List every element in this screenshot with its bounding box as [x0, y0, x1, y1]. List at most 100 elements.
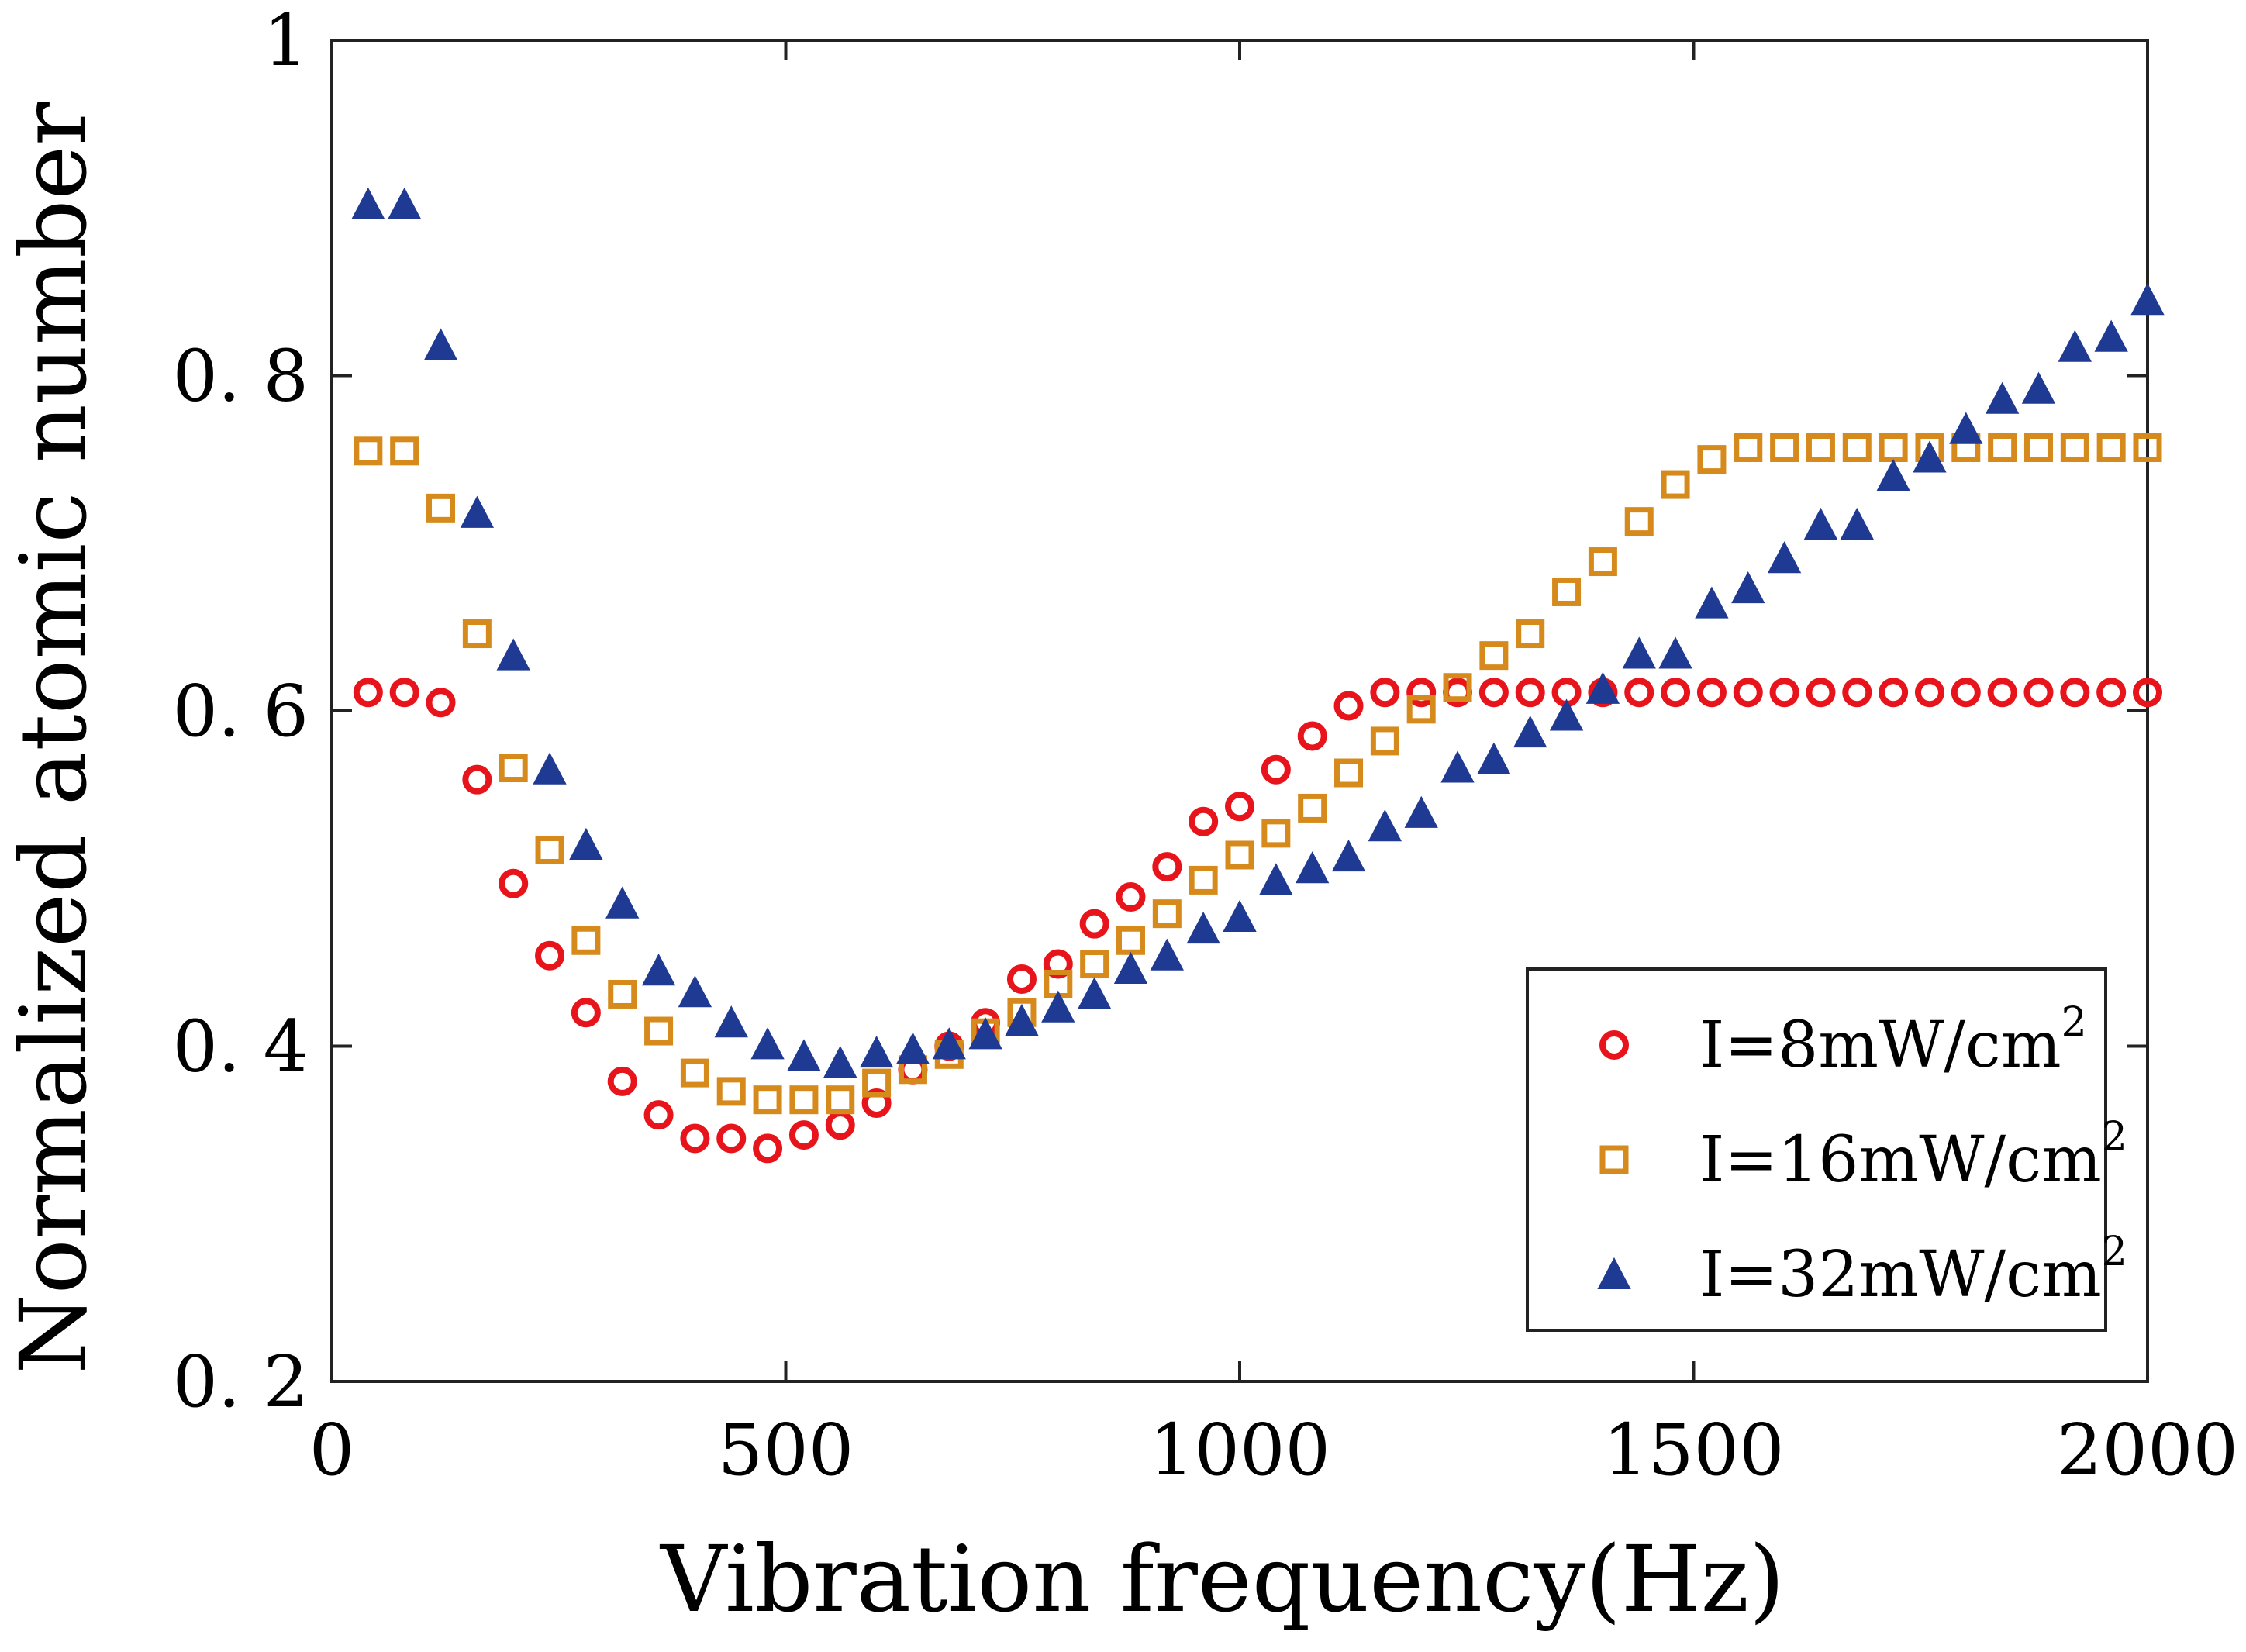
data-point — [1767, 541, 1802, 574]
data-point — [1769, 678, 1799, 708]
data-point — [1041, 990, 1075, 1023]
legend-label-superscript: 2 — [2102, 1229, 2127, 1275]
data-point — [1803, 507, 1838, 540]
data-point — [1515, 678, 1545, 708]
data-point — [1622, 636, 1656, 669]
data-point — [354, 436, 383, 466]
x-axis-label: Vibration frequency(Hz) — [659, 1526, 1785, 1633]
data-point — [1443, 673, 1472, 702]
axes-group: 0 500 1000 1500 2000 0. 2 0. 4 0. 6 0. 8 1 — [172, 0, 2238, 1492]
data-point — [1914, 678, 1944, 708]
y-tick-label: 1 — [263, 0, 309, 82]
data-point — [535, 940, 565, 971]
data-point — [823, 1045, 857, 1078]
data-point — [716, 1123, 747, 1154]
data-point — [1406, 695, 1436, 724]
data-point — [2060, 678, 2090, 708]
data-point — [571, 926, 601, 955]
data-point — [1116, 882, 1146, 912]
data-point — [1440, 750, 1475, 783]
data-point — [1770, 433, 1799, 462]
data-point — [1879, 678, 1909, 708]
data-point — [1261, 754, 1291, 785]
data-point — [1005, 1003, 1039, 1036]
data-point — [861, 1088, 892, 1119]
data-point — [1189, 806, 1219, 836]
data-point — [1477, 742, 1511, 774]
data-point — [862, 1068, 892, 1098]
data-point — [1949, 412, 1983, 444]
data-point — [716, 1077, 746, 1106]
data-point — [644, 1016, 674, 1046]
data-point — [1077, 977, 1112, 1009]
data-point — [496, 638, 530, 671]
legend-item: I=32mW/cm2 — [1597, 1229, 2127, 1312]
data-point — [1588, 547, 1617, 577]
data-point — [462, 764, 492, 795]
legend-marker — [1599, 1030, 1629, 1060]
data-point — [895, 1032, 930, 1064]
data-point — [1988, 433, 2017, 462]
data-point — [608, 979, 637, 1009]
data-point — [389, 678, 419, 708]
data-point — [353, 678, 383, 708]
data-point — [499, 754, 528, 783]
data-point — [1259, 863, 1293, 895]
data-point — [1225, 792, 1254, 822]
data-point — [678, 975, 712, 1008]
legend-label-main: I=32mW/cm — [1699, 1238, 2102, 1312]
data-point — [1080, 950, 1109, 979]
data-point — [680, 1123, 710, 1154]
data-point — [1478, 678, 1509, 708]
data-point — [1585, 671, 1620, 704]
data-point — [607, 1066, 637, 1096]
data-point — [1225, 840, 1254, 870]
data-point — [1695, 586, 1729, 619]
data-point — [1696, 678, 1727, 708]
data-point — [388, 187, 422, 219]
data-point — [2096, 678, 2127, 708]
data-point — [571, 998, 601, 1028]
data-point — [1079, 909, 1109, 939]
data-point — [1951, 678, 1981, 708]
data-point — [1661, 470, 1690, 499]
data-point — [1624, 678, 1654, 708]
data-point — [1370, 726, 1399, 756]
data-point — [1913, 440, 1947, 473]
data-point — [533, 752, 567, 785]
data-point — [1334, 758, 1364, 788]
legend-item: I=8mW/cm2 — [1599, 999, 2087, 1082]
data-point — [787, 1039, 821, 1071]
data-point — [2023, 678, 2054, 708]
legend-label: I=32mW/cm2 — [1699, 1229, 2127, 1312]
data-point — [426, 493, 456, 523]
data-point — [569, 827, 603, 860]
data-point — [1549, 698, 1584, 731]
legend-label: I=16mW/cm2 — [1699, 1114, 2127, 1197]
data-point — [1297, 721, 1327, 751]
data-point — [1513, 715, 1547, 748]
data-point — [1331, 839, 1366, 872]
data-point — [351, 187, 385, 219]
data-point — [462, 619, 492, 649]
data-point — [1479, 641, 1509, 671]
labels-group: Vibration frequency(Hz) Normalized atomi… — [0, 102, 1785, 1633]
data-point — [1043, 949, 1073, 979]
data-point — [1876, 459, 1910, 491]
data-point — [2058, 329, 2092, 362]
data-point — [605, 886, 640, 919]
data-point — [460, 495, 495, 528]
x-tick-label: 500 — [718, 1409, 854, 1492]
data-point — [1152, 899, 1182, 929]
legend-label-main: I=8mW/cm — [1699, 1009, 2061, 1082]
y-tick-label: 0. 8 — [172, 335, 309, 418]
data-point — [1734, 433, 1763, 462]
data-point — [1404, 795, 1438, 828]
data-point — [1150, 938, 1184, 971]
data-point — [1006, 964, 1037, 994]
data-point — [499, 868, 529, 898]
x-tick-label: 0 — [309, 1409, 355, 1492]
data-point — [753, 1133, 783, 1164]
data-point — [1296, 851, 1330, 884]
